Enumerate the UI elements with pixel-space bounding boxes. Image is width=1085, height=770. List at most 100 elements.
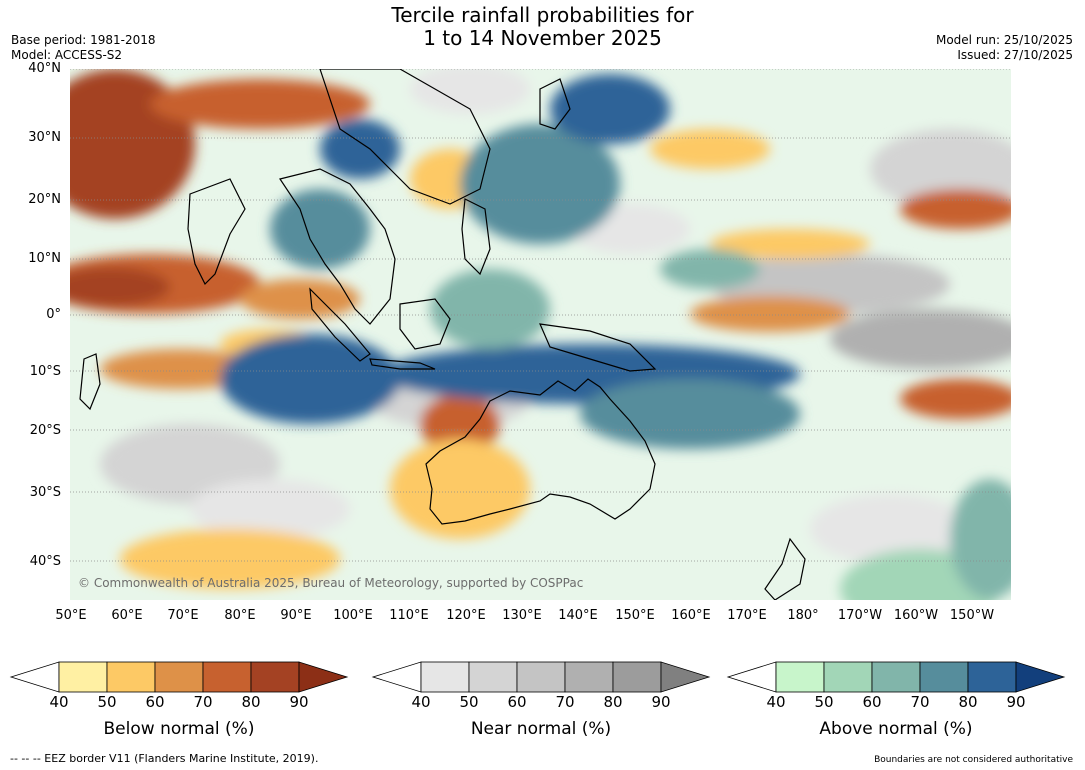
southeast-asia-outline: [279, 168, 396, 325]
below-colorbar-segment: [106, 661, 156, 693]
near-colorbar-segment: [564, 661, 614, 693]
above-colorbar-min-extend: [726, 661, 777, 693]
lon-label-90e: 90°E: [280, 608, 312, 623]
above-normal-colorbar: [726, 661, 1066, 693]
above-tick-label: 50: [814, 693, 834, 711]
model-run: Model run: 25/10/2025: [935, 33, 1073, 47]
borneo-outline: [399, 298, 451, 350]
java-outline: [369, 358, 436, 370]
issued-date: Issued: 27/10/2025: [957, 48, 1073, 62]
lat-label-20s: 20°S: [29, 423, 61, 438]
lon-label-110e: 110°E: [389, 608, 429, 623]
near-colorbar-segment: [612, 661, 662, 693]
new-guinea-outline: [539, 323, 657, 372]
lat-label-30n: 30°N: [28, 130, 61, 145]
model-info: Base period: 1981-2018 Model: ACCESS-S2: [11, 33, 156, 63]
run-info: Model run: 25/10/2025 Issued: 27/10/2025: [936, 33, 1073, 63]
above-tick-label: 80: [958, 693, 978, 711]
near-colorbar-min-extend: [371, 661, 422, 693]
title-line-1: Tercile rainfall probabilities for: [391, 3, 694, 27]
below-colorbar-segment: [58, 661, 108, 693]
above-tick-label: 60: [862, 693, 882, 711]
eez-note: -- -- -- EEZ border V11 (Flanders Marine…: [10, 752, 319, 765]
near-colorbar-segment: [420, 661, 470, 693]
below-colorbar-min-extend: [9, 661, 60, 693]
lat-label-40s: 40°S: [29, 554, 61, 569]
below-colorbar-segment: [154, 661, 204, 693]
near-normal-title: Near normal (%): [470, 719, 612, 739]
below-tick-label: 70: [193, 693, 213, 711]
near-tick-label: 70: [555, 693, 575, 711]
lon-label-160w: 160°W: [893, 608, 939, 623]
lon-label-150e: 150°E: [615, 608, 655, 623]
australia-outline: [425, 378, 656, 525]
lon-label-160e: 160°E: [671, 608, 711, 623]
lon-label-80e: 80°E: [224, 608, 256, 623]
lon-label-150w: 150°W: [949, 608, 995, 623]
below-tick-label: 50: [97, 693, 117, 711]
new-zealand-outline: [764, 537, 806, 600]
near-colorbar-segment: [516, 661, 566, 693]
lat-label-10s: 10°S: [29, 364, 61, 379]
below-tick-label: 80: [241, 693, 261, 711]
above-colorbar-max-extend: [1015, 661, 1066, 693]
below-tick-label: 90: [289, 693, 309, 711]
near-normal-colorbar: [371, 661, 711, 693]
philippines-outline: [461, 198, 491, 276]
madagascar-outline: [79, 353, 101, 411]
map-canvas: © Commonwealth of Australia 2025, Bureau…: [70, 69, 1011, 600]
lon-label-60e: 60°E: [111, 608, 143, 623]
above-normal-title: Above normal (%): [819, 719, 973, 739]
lat-label-20n: 20°N: [28, 192, 61, 207]
below-colorbar-segment: [202, 661, 252, 693]
above-colorbar-segment: [967, 661, 1017, 693]
lon-label-140e: 140°E: [558, 608, 598, 623]
lat-label-40n: 40°N: [28, 61, 61, 76]
base-period: Base period: 1981-2018: [11, 33, 156, 47]
map-title: Tercile rainfall probabilities for 1 to …: [0, 4, 1085, 50]
lat-label-30s: 30°S: [29, 485, 61, 500]
below-normal-title: Below normal (%): [103, 719, 255, 739]
boundary-disclaimer: Boundaries are not considered authoritat…: [874, 755, 1073, 765]
lon-label-130e: 130°E: [502, 608, 542, 623]
above-colorbar-segment: [775, 661, 825, 693]
near-tick-label: 80: [603, 693, 623, 711]
below-normal-colorbar: [9, 661, 349, 693]
probability-fields: [70, 69, 1011, 600]
lon-label-180: 180°: [787, 608, 819, 623]
lat-label-10n: 10°N: [28, 251, 61, 266]
above-tick-label: 70: [910, 693, 930, 711]
legend-colorbars: [9, 661, 1066, 693]
india-outline: [187, 178, 246, 286]
lon-label-50e: 50°E: [55, 608, 87, 623]
east-asia-outline: [319, 69, 491, 205]
below-colorbar-segment: [250, 661, 300, 693]
lon-label-120e: 120°E: [446, 608, 486, 623]
lon-label-170e: 170°E: [727, 608, 767, 623]
below-tick-label: 40: [49, 693, 69, 711]
near-tick-label: 60: [507, 693, 527, 711]
japan-outline: [539, 78, 571, 130]
graticule: [70, 69, 1011, 562]
probability-map: © Commonwealth of Australia 2025, Bureau…: [70, 69, 1011, 600]
near-colorbar-max-extend: [660, 661, 711, 693]
above-tick-label: 90: [1006, 693, 1026, 711]
lon-label-100e: 100°E: [333, 608, 373, 623]
above-colorbar-segment: [919, 661, 969, 693]
sumatra-outline: [309, 287, 371, 362]
near-tick-label: 40: [411, 693, 431, 711]
lon-label-170w: 170°W: [837, 608, 883, 623]
above-colorbar-segment: [871, 661, 921, 693]
copyright-notice: © Commonwealth of Australia 2025, Bureau…: [78, 576, 583, 590]
below-tick-label: 60: [145, 693, 165, 711]
above-tick-label: 40: [766, 693, 786, 711]
lat-label-equator: 0°: [46, 307, 61, 322]
coastlines: [79, 69, 806, 600]
near-tick-label: 50: [459, 693, 479, 711]
title-line-2: 1 to 14 November 2025: [423, 26, 662, 50]
model-name: Model: ACCESS-S2: [11, 48, 123, 62]
lon-label-70e: 70°E: [167, 608, 199, 623]
near-colorbar-segment: [468, 661, 518, 693]
near-tick-label: 90: [651, 693, 671, 711]
above-colorbar-segment: [823, 661, 873, 693]
